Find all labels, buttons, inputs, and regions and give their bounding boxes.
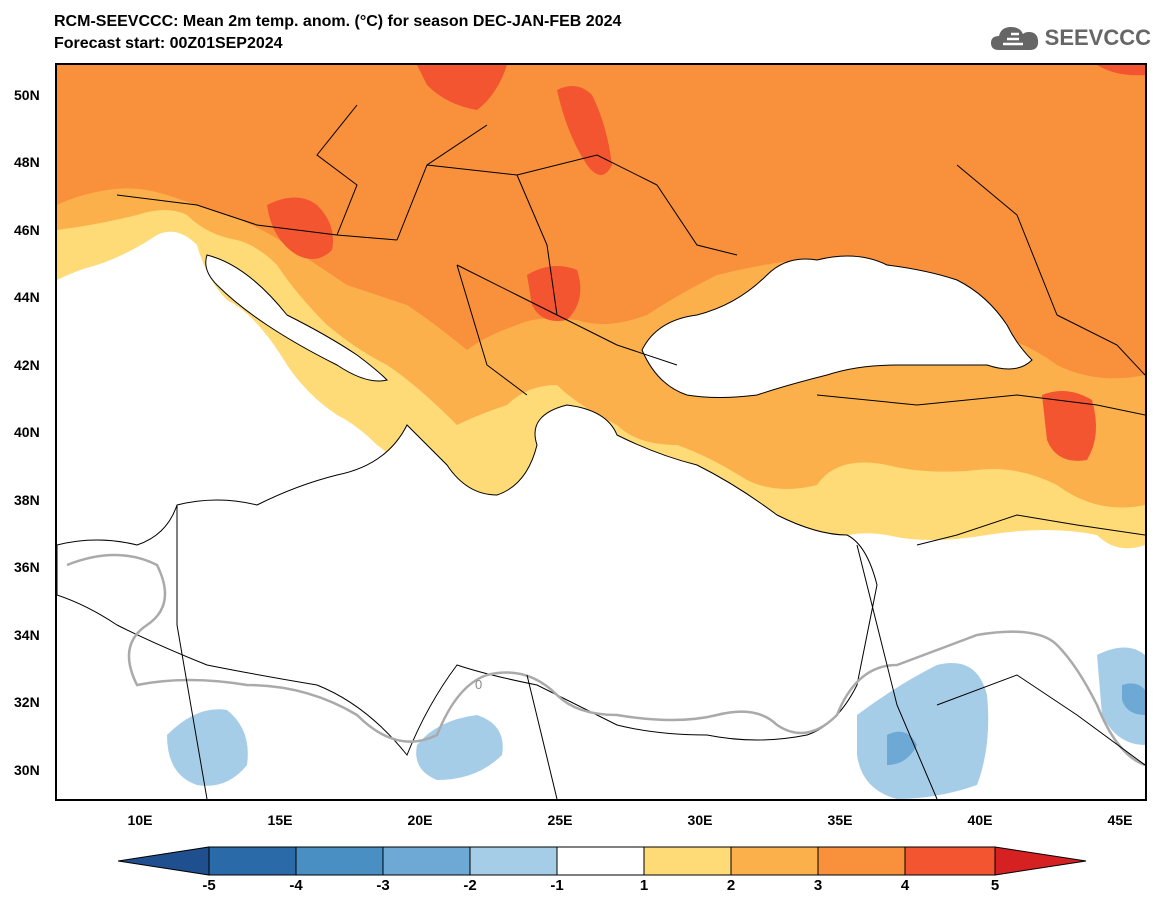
colorbar-bin (295, 846, 384, 876)
cool-region-3 (857, 663, 989, 799)
lat-label-42n: 42N (14, 357, 40, 373)
black-sea (641, 255, 1033, 398)
lon-label-40e: 40E (967, 812, 993, 828)
colorbar-tick: 3 (813, 877, 823, 894)
lat-label-36n: 36N (14, 559, 40, 575)
colorbar-tick: -2 (463, 877, 477, 894)
lat-label-40n: 40N (14, 424, 40, 440)
anomaly-map: 0 (57, 65, 1145, 799)
anomaly-region-5c (557, 86, 612, 175)
cloud-icon (990, 27, 1038, 50)
anomaly-region-5e (1042, 391, 1096, 461)
lon-label-45e: 45E (1107, 812, 1133, 828)
colorbar-high-arrow (994, 846, 1087, 876)
anomaly-region-5f (1097, 65, 1145, 76)
colorbar-tick: 1 (639, 877, 649, 894)
map-title: RCM-SEEVCCC: Mean 2m temp. anom. (°C) fo… (54, 13, 622, 30)
cool-region-deep-1 (887, 731, 917, 765)
cool-region-deep-2 (1122, 683, 1145, 715)
colorbar-bin (904, 846, 996, 876)
lat-label-34n: 34N (14, 627, 40, 643)
map-area: 0 (55, 63, 1147, 801)
colorbar-bin (643, 846, 732, 876)
anomaly-region-5a (267, 197, 333, 259)
adriatic-sea (205, 254, 388, 382)
lat-label-44n: 44N (14, 289, 40, 305)
lon-label-30e: 30E (687, 812, 713, 828)
lat-label-46n: 46N (14, 222, 40, 238)
colorbar-bin (556, 846, 645, 876)
colorbar-tick: -1 (550, 877, 564, 894)
lon-label-15e: 15E (267, 812, 293, 828)
lat-label-38n: 38N (14, 492, 40, 508)
colorbar-tick: 2 (726, 877, 736, 894)
colorbar-tick: 4 (900, 877, 910, 894)
colorbar-bin (817, 846, 906, 876)
logo-text: SEEVCCC (1044, 25, 1151, 50)
lon-label-20e: 20E (407, 812, 433, 828)
colorbar (118, 846, 1087, 876)
colorbar-tick: 5 (990, 877, 1000, 894)
seevccc-logo: SEEVCCC (989, 22, 1151, 54)
colorbar-bin (730, 846, 819, 876)
anomaly-region-5b (417, 65, 507, 110)
zero-contour-label: 0 (475, 677, 482, 692)
colorbar-low-arrow (118, 846, 210, 876)
lat-label-50n: 50N (14, 87, 40, 103)
cool-region-4 (1097, 647, 1145, 745)
lat-label-32n: 32N (14, 694, 40, 710)
cool-region-1 (167, 709, 248, 786)
mediterranean-sea (57, 404, 878, 756)
colorbar-tick: -5 (202, 877, 216, 894)
country-borders (116, 104, 1145, 799)
colorbar-bin (208, 846, 297, 876)
lon-label-25e: 25E (547, 812, 573, 828)
lat-label-48n: 48N (14, 154, 40, 170)
zero-contour (66, 553, 1145, 767)
colorbar-bin (469, 846, 558, 876)
lat-label-30n: 30N (14, 762, 40, 778)
colorbar-bin (382, 846, 471, 876)
anomaly-region-4 (57, 65, 1145, 379)
colorbar-tick: -3 (376, 877, 390, 894)
lon-label-10e: 10E (127, 812, 153, 828)
forecast-start-label: Forecast start: 00Z01SEP2024 (54, 35, 283, 52)
cool-region-2 (416, 715, 503, 780)
lon-label-35e: 35E (827, 812, 853, 828)
colorbar-tick: -4 (289, 877, 303, 894)
